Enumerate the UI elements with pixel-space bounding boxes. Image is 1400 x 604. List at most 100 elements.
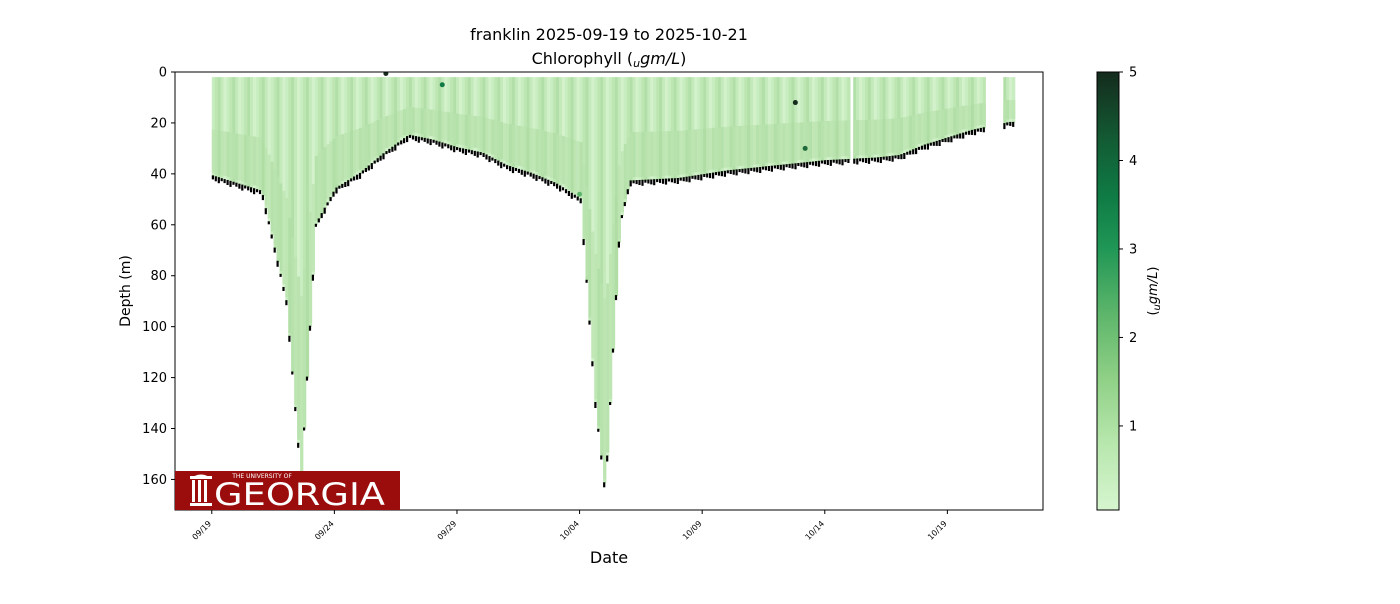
profile-column-deep	[747, 125, 751, 166]
bottom-marker	[865, 158, 868, 163]
profile-column	[759, 77, 763, 168]
profile-column	[417, 77, 421, 138]
profile-column-deep	[464, 114, 468, 146]
profile-column	[959, 77, 963, 135]
bottom-marker	[388, 148, 391, 153]
profile-column	[541, 77, 545, 179]
bottom-marker	[376, 158, 379, 163]
profile-column-deep	[332, 138, 336, 189]
profile-column	[464, 77, 468, 150]
bottom-marker	[317, 218, 320, 223]
profile-column	[426, 77, 430, 140]
bottom-marker	[579, 198, 582, 204]
bottom-marker	[509, 166, 512, 172]
bottom-marker	[853, 158, 856, 164]
profile-column-deep	[544, 131, 548, 176]
profile-column-deep	[532, 128, 536, 171]
profile-column-deep	[458, 114, 463, 145]
bottom-marker	[341, 183, 344, 188]
profile-column	[241, 77, 245, 186]
profile-column-deep	[812, 121, 816, 159]
profile-column	[632, 77, 636, 182]
bottom-marker	[279, 273, 282, 277]
bottom-marker	[544, 178, 547, 184]
profile-column-deep	[923, 112, 927, 142]
profile-column	[773, 77, 777, 167]
bottom-marker	[456, 147, 459, 151]
bottom-marker	[797, 163, 800, 166]
profile-column	[800, 77, 804, 164]
bottom-marker	[603, 482, 606, 488]
profile-column	[600, 77, 604, 457]
profile-column-deep	[844, 120, 848, 157]
colorbar-label: (ugm/L)	[1146, 266, 1163, 315]
profile-column	[912, 77, 916, 151]
bottom-marker	[444, 143, 447, 147]
bottom-marker	[541, 177, 544, 182]
data-layer	[211, 72, 1016, 488]
profile-column	[591, 77, 595, 363]
profile-column-deep	[670, 131, 674, 176]
profile-column	[444, 77, 448, 145]
profile-column-deep	[800, 122, 804, 160]
profile-column	[767, 77, 772, 167]
profile-column	[656, 77, 660, 181]
x-tick-label: 10/14	[804, 519, 827, 542]
profile-column-deep	[408, 107, 413, 132]
bottom-marker	[400, 140, 403, 145]
profile-column-deep	[270, 161, 274, 232]
bottom-marker	[520, 169, 523, 175]
profile-column-deep	[320, 150, 324, 211]
profile-column-deep	[659, 131, 663, 176]
profile-column	[564, 77, 569, 191]
profile-column	[273, 77, 277, 249]
profile-column-deep	[679, 130, 683, 175]
bottom-marker	[691, 175, 694, 179]
bottom-marker	[506, 165, 509, 170]
bottom-marker	[641, 179, 644, 186]
profile-column-deep	[285, 198, 289, 298]
bottom-marker	[688, 176, 691, 183]
bottom-marker	[956, 134, 959, 139]
profile-column-deep	[294, 256, 298, 405]
profile-column-deep	[308, 212, 313, 323]
profile-column-deep	[414, 107, 418, 134]
profile-column-deep	[744, 125, 748, 166]
profile-column	[491, 77, 495, 159]
profile-column-deep	[723, 126, 727, 168]
bottom-marker	[885, 156, 888, 161]
bottom-marker	[458, 147, 462, 152]
profile-column	[214, 77, 218, 178]
profile-column-deep	[609, 254, 613, 400]
profile-column-deep	[470, 115, 474, 148]
y-tick-label: 140	[142, 422, 167, 437]
bottom-marker	[729, 170, 732, 174]
profile-column	[276, 77, 280, 262]
profile-column-deep	[764, 124, 769, 164]
profile-column-deep	[782, 123, 786, 162]
university-of-georgia-logo: THE UNIVERSITY OF GEORGIA	[175, 471, 400, 513]
profile-column	[285, 77, 289, 302]
logo-small-text: THE UNIVERSITY OF	[231, 473, 292, 480]
profile-column-deep	[600, 283, 604, 453]
profile-column-deep	[523, 126, 527, 168]
profile-column-deep	[303, 268, 307, 425]
bottom-marker	[841, 159, 844, 166]
profile-column-deep	[894, 118, 898, 153]
profile-column	[682, 77, 686, 179]
profile-column-deep	[511, 124, 516, 164]
chlorophyll-speck	[439, 82, 445, 88]
profile-column-deep	[420, 108, 424, 135]
profile-column	[438, 77, 442, 143]
profile-column-deep	[973, 104, 978, 127]
profile-column	[235, 77, 239, 184]
profile-column	[267, 77, 271, 223]
profile-column	[741, 77, 745, 170]
bottom-marker	[979, 127, 982, 132]
bottom-marker	[759, 167, 762, 173]
profile-column-deep	[497, 121, 501, 158]
profile-column-deep	[970, 104, 975, 127]
bottom-marker	[335, 187, 338, 194]
bottom-marker	[223, 179, 226, 184]
bottom-marker	[297, 442, 300, 448]
